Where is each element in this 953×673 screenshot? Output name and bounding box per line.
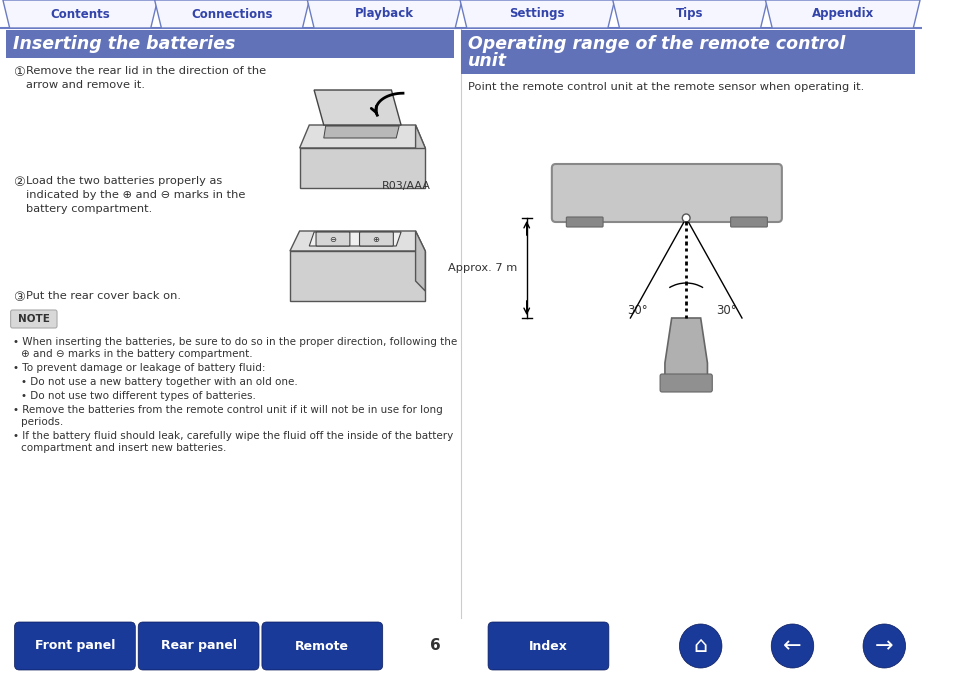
FancyBboxPatch shape	[551, 164, 781, 222]
Text: periods.: periods.	[21, 417, 64, 427]
Text: • Do not use a new battery together with an old one.: • Do not use a new battery together with…	[21, 377, 297, 387]
Text: Inserting the batteries: Inserting the batteries	[12, 35, 234, 53]
Text: ←: ←	[782, 636, 801, 656]
Polygon shape	[299, 125, 425, 148]
Text: 6: 6	[429, 639, 440, 653]
FancyBboxPatch shape	[359, 232, 393, 246]
Circle shape	[679, 624, 721, 668]
FancyBboxPatch shape	[6, 30, 454, 58]
Text: ⊕ and ⊖ marks in the battery compartment.: ⊕ and ⊖ marks in the battery compartment…	[21, 349, 253, 359]
Text: unit: unit	[467, 52, 506, 70]
Text: ⊖: ⊖	[329, 234, 335, 244]
Text: Appendix: Appendix	[811, 7, 873, 20]
Text: Put the rear cover back on.: Put the rear cover back on.	[26, 291, 181, 301]
Polygon shape	[416, 125, 425, 188]
Polygon shape	[299, 148, 425, 188]
Text: Front panel: Front panel	[34, 639, 115, 653]
Text: Tips: Tips	[676, 7, 703, 20]
Text: ①: ①	[12, 66, 25, 79]
Circle shape	[681, 214, 689, 222]
Circle shape	[770, 624, 813, 668]
FancyBboxPatch shape	[730, 217, 766, 227]
FancyBboxPatch shape	[460, 30, 914, 74]
Text: ⊕: ⊕	[372, 234, 379, 244]
Polygon shape	[323, 126, 398, 138]
Text: Rear panel: Rear panel	[160, 639, 236, 653]
FancyBboxPatch shape	[315, 232, 350, 246]
Text: • If the battery fluid should leak, carefully wipe the fluid off the inside of t: • If the battery fluid should leak, care…	[12, 431, 453, 441]
Text: compartment and insert new batteries.: compartment and insert new batteries.	[21, 443, 227, 453]
Text: ②: ②	[12, 176, 25, 189]
Text: R03/AAA: R03/AAA	[381, 181, 430, 191]
Polygon shape	[416, 231, 425, 291]
Text: Remove the rear lid in the direction of the
arrow and remove it.: Remove the rear lid in the direction of …	[26, 66, 266, 90]
Polygon shape	[290, 251, 425, 301]
Text: • Remove the batteries from the remote control unit if it will not be in use for: • Remove the batteries from the remote c…	[12, 405, 442, 415]
Polygon shape	[3, 0, 157, 28]
Polygon shape	[612, 0, 766, 28]
FancyBboxPatch shape	[138, 622, 258, 670]
Text: NOTE: NOTE	[18, 314, 50, 324]
Text: →: →	[874, 636, 893, 656]
Text: • When inserting the batteries, be sure to do so in the proper direction, follow: • When inserting the batteries, be sure …	[12, 337, 456, 347]
FancyBboxPatch shape	[659, 374, 712, 392]
Polygon shape	[290, 231, 425, 251]
Polygon shape	[154, 0, 309, 28]
Text: Point the remote control unit at the remote sensor when operating it.: Point the remote control unit at the rem…	[467, 82, 863, 92]
Text: 30°: 30°	[627, 304, 647, 316]
Text: Playback: Playback	[355, 7, 414, 20]
FancyBboxPatch shape	[14, 622, 135, 670]
Text: Settings: Settings	[509, 7, 564, 20]
Polygon shape	[764, 0, 919, 28]
FancyBboxPatch shape	[10, 310, 57, 328]
Text: Contents: Contents	[51, 7, 110, 20]
Polygon shape	[459, 0, 614, 28]
Text: • To prevent damage or leakage of battery fluid:: • To prevent damage or leakage of batter…	[12, 363, 265, 373]
Circle shape	[862, 624, 904, 668]
Polygon shape	[664, 318, 707, 378]
Polygon shape	[314, 90, 400, 125]
FancyBboxPatch shape	[566, 217, 602, 227]
Text: Connections: Connections	[191, 7, 273, 20]
Text: ⌂: ⌂	[693, 636, 707, 656]
Text: Load the two batteries properly as
indicated by the ⊕ and ⊖ marks in the
battery: Load the two batteries properly as indic…	[26, 176, 245, 214]
Text: Approx. 7 m: Approx. 7 m	[447, 263, 517, 273]
Text: Operating range of the remote control: Operating range of the remote control	[467, 35, 844, 53]
Text: • Do not use two different types of batteries.: • Do not use two different types of batt…	[21, 391, 255, 401]
Polygon shape	[307, 0, 461, 28]
FancyBboxPatch shape	[262, 622, 382, 670]
Text: Index: Index	[529, 639, 567, 653]
Text: Remote: Remote	[295, 639, 349, 653]
FancyBboxPatch shape	[488, 622, 608, 670]
Text: 30°: 30°	[716, 304, 737, 316]
Text: ③: ③	[12, 291, 25, 304]
Polygon shape	[309, 232, 400, 246]
